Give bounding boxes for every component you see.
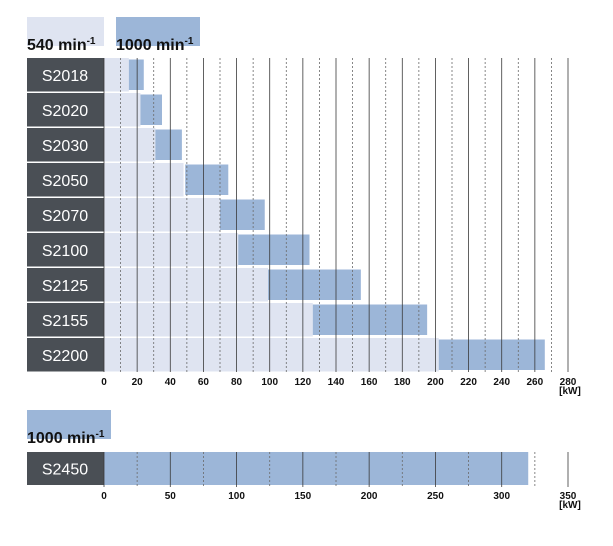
x-tick-label: 280 [560, 377, 577, 388]
x-tick-label: 240 [493, 377, 510, 388]
x-tick-label: 260 [527, 377, 544, 388]
bar-540 [104, 338, 439, 372]
x-tick-label: 220 [460, 377, 477, 388]
legend-swatch-1000 [116, 17, 200, 46]
model-label-box [27, 163, 104, 197]
x-tick-label: 150 [295, 491, 312, 502]
model-label: S2125 [42, 278, 88, 295]
model-label-box [27, 303, 104, 337]
bar-1000 [438, 339, 545, 370]
bar-540 [104, 233, 239, 267]
model-label-box [27, 128, 104, 162]
legend-label-540: 540 min-1 [27, 36, 96, 54]
x-tick-label: 300 [493, 491, 510, 502]
model-label: S2155 [42, 313, 88, 330]
x-tick-label: 350 [560, 491, 577, 502]
model-label-box [27, 93, 104, 127]
model-label-box [27, 198, 104, 232]
x-tick-label: 160 [361, 377, 378, 388]
x-tick-label: 40 [165, 377, 177, 388]
bar-540 [104, 58, 129, 92]
x-tick-label: 140 [328, 377, 345, 388]
model-label: S2018 [42, 68, 88, 85]
bar-1000 [185, 164, 229, 195]
model-label: S2450 [42, 462, 88, 479]
bar-1000 [140, 94, 162, 125]
x-tick-label: 250 [427, 491, 444, 502]
model-label-box [27, 233, 104, 267]
x-tick-label: 20 [132, 377, 144, 388]
x-tick-label: 180 [394, 377, 411, 388]
bar-1000 [128, 59, 144, 90]
model-label: S2020 [42, 103, 88, 120]
bar-1000 [104, 452, 529, 485]
model-label: S2050 [42, 173, 88, 190]
model-label: S2100 [42, 243, 88, 260]
bar-1000 [268, 269, 361, 300]
x-tick-label: 0 [101, 377, 107, 388]
legend-swatch-1000 [27, 410, 111, 439]
x-unit-label: [kW] [559, 500, 581, 511]
x-unit-label: [kW] [559, 386, 581, 397]
bar-1000 [312, 304, 428, 335]
x-tick-label: 100 [261, 377, 278, 388]
legend-label-1000: 1000 min-1 [27, 429, 105, 447]
legend-swatch-540 [27, 17, 104, 46]
x-tick-label: 100 [228, 491, 245, 502]
model-label: S2070 [42, 208, 88, 225]
model-label-box [27, 338, 104, 372]
bar-1000 [220, 199, 265, 230]
x-tick-label: 0 [101, 491, 107, 502]
x-tick-label: 60 [198, 377, 210, 388]
legend-label-1000: 1000 min-1 [116, 36, 194, 54]
model-label: S2200 [42, 348, 88, 365]
bar-1000 [238, 234, 310, 265]
bar-1000 [155, 129, 182, 160]
model-label-box [27, 268, 104, 302]
x-tick-label: 200 [361, 491, 378, 502]
bar-540 [104, 303, 313, 337]
x-tick-label: 120 [295, 377, 312, 388]
x-tick-label: 200 [427, 377, 444, 388]
bar-540 [104, 163, 184, 197]
model-label-box [27, 452, 104, 485]
model-label-box [27, 58, 104, 92]
bar-540 [104, 198, 220, 232]
bar-540 [104, 128, 156, 162]
model-label: S2030 [42, 138, 88, 155]
bar-540 [104, 93, 141, 127]
x-tick-label: 50 [165, 491, 177, 502]
x-tick-label: 80 [231, 377, 243, 388]
bar-540 [104, 268, 269, 302]
